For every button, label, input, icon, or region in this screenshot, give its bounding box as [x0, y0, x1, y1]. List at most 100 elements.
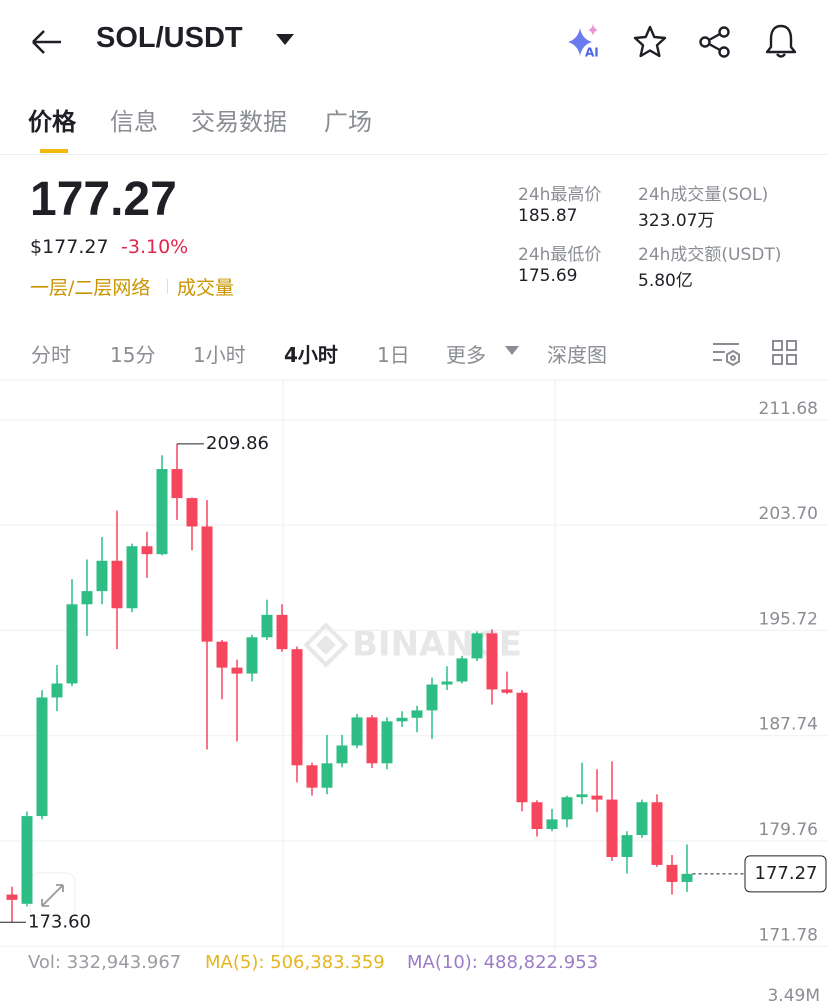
interval-option[interactable]: 深度图: [547, 343, 607, 367]
ma10-indicator: MA(10): 488,822.953: [407, 952, 599, 973]
tab[interactable]: 交易数据: [191, 108, 287, 136]
candle-body: [6, 894, 18, 900]
pair-title[interactable]: SOL/USDT: [96, 22, 243, 54]
candle-body: [681, 873, 693, 882]
candle-body: [81, 591, 93, 605]
vol-indicator: Vol: 332,943.967: [28, 952, 182, 973]
back-button[interactable]: [30, 28, 64, 56]
candle-body: [456, 658, 468, 682]
tab-indicator: [40, 149, 68, 153]
y-tick-label: 187.74: [759, 715, 818, 735]
candle-body: [21, 816, 33, 904]
candle-body: [171, 469, 183, 499]
candle-body: [576, 794, 588, 798]
candle-body: [666, 864, 678, 882]
candle-body: [561, 797, 573, 820]
candle-body: [261, 614, 273, 638]
y-tick-label: 211.68: [759, 399, 818, 419]
price-change: -3.10%: [121, 236, 189, 258]
y-tick-label: 171.78: [759, 925, 818, 945]
tag-link[interactable]: 一层/二层网络: [30, 277, 151, 299]
annotation-label: 173.60: [28, 911, 91, 932]
interval-option[interactable]: 1日: [377, 343, 410, 367]
pair-dropdown[interactable]: [276, 34, 294, 46]
candle-body: [336, 745, 348, 764]
candle-body: [66, 604, 78, 684]
tab[interactable]: 价格: [28, 108, 76, 136]
candle-body: [186, 498, 198, 527]
favorite-button[interactable]: [632, 24, 668, 60]
candle-body: [471, 633, 483, 659]
divider: [0, 154, 828, 155]
tab[interactable]: 信息: [110, 108, 158, 136]
ai-button[interactable]: AI: [562, 22, 604, 62]
layout-button[interactable]: [770, 338, 800, 368]
candle-body: [141, 546, 153, 555]
candle-body: [216, 641, 228, 668]
ai-badge: AI: [585, 46, 599, 60]
candle-body: [111, 560, 123, 609]
candle-body: [156, 469, 168, 555]
stat-value: 175.69: [518, 266, 578, 286]
interval-option[interactable]: 分时: [31, 343, 71, 367]
candle-body: [546, 819, 558, 830]
sparkle: [588, 24, 598, 36]
usd-price: $177.27: [30, 236, 109, 258]
interval-option[interactable]: 1小时: [193, 343, 246, 367]
candle-body: [396, 717, 408, 722]
stat-label: 24h成交额(USDT): [638, 245, 782, 265]
settings-icon: [713, 343, 740, 367]
candle-body: [516, 692, 528, 803]
dropdown-icon: [505, 346, 519, 355]
candle-body: [291, 649, 303, 766]
alert-button[interactable]: [763, 22, 799, 60]
candle-body: [321, 763, 333, 788]
grid-icon: [772, 340, 797, 365]
candle-body: [636, 802, 648, 836]
tag-link[interactable]: 成交量: [177, 277, 235, 299]
candle-body: [351, 717, 363, 746]
candle-body: [591, 795, 603, 800]
interval-option[interactable]: 15分: [110, 343, 156, 367]
star-icon: [633, 25, 667, 58]
y-tick-label: 203.70: [759, 504, 818, 524]
expand-icon: [41, 884, 64, 907]
candle-body: [51, 683, 63, 698]
last-price-label: 177.27: [755, 863, 818, 884]
candle-body: [231, 667, 243, 674]
candle-body: [486, 633, 498, 690]
candle-body: [606, 799, 618, 857]
stat-label: 24h最高价: [518, 185, 602, 205]
bell-icon: [765, 24, 797, 58]
candle-body: [411, 710, 423, 718]
stat-value: 323.07万: [638, 211, 715, 231]
last-price: 177.27: [30, 173, 177, 226]
ma5-indicator: MA(5): 506,383.359: [205, 952, 385, 973]
candle-body: [531, 802, 543, 830]
candle-body: [381, 721, 393, 764]
share-icon: [699, 26, 730, 58]
dropdown-icon: [276, 34, 294, 45]
indicator-settings[interactable]: [710, 338, 742, 368]
volume-axis-label: 3.49M: [767, 986, 820, 1006]
share-button[interactable]: [697, 24, 733, 60]
stat-value: 185.87: [518, 206, 578, 226]
candle-body: [441, 681, 453, 685]
candle-body: [36, 697, 48, 817]
candle-body: [276, 614, 288, 650]
tab[interactable]: 广场: [324, 108, 372, 136]
separator: [167, 279, 168, 294]
candle-body: [366, 717, 378, 764]
candle-body: [126, 546, 138, 609]
candle-body: [306, 765, 318, 788]
interval-option[interactable]: 更多: [446, 343, 486, 367]
interval-option[interactable]: 4小时: [284, 343, 338, 367]
stat-value: 5.80亿: [638, 271, 693, 291]
sparkle: [568, 28, 592, 56]
candle-body: [621, 835, 633, 857]
more-dropdown[interactable]: [505, 346, 519, 356]
annotation-label: 209.86: [206, 433, 269, 454]
candle-body: [501, 689, 513, 693]
